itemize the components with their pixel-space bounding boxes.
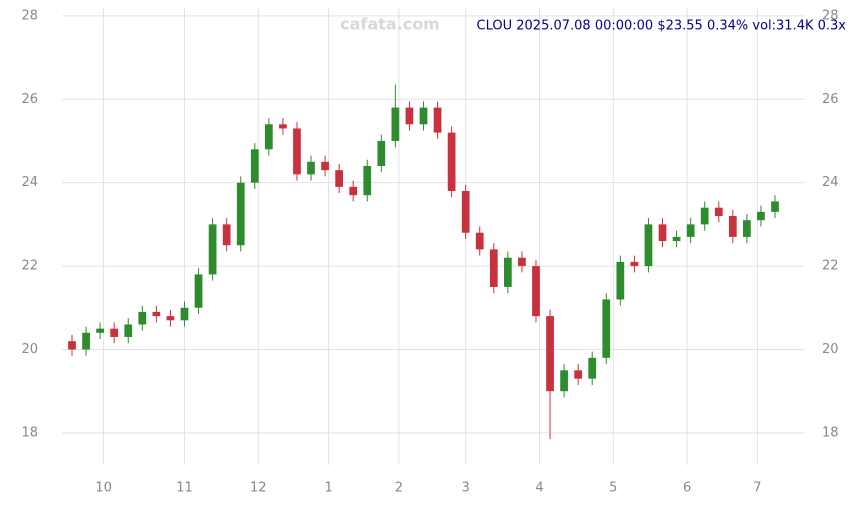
candle-body <box>658 224 667 242</box>
y-tick-label-right: 22 <box>822 259 839 274</box>
y-tick-label: 28 <box>21 8 38 23</box>
candle-body <box>138 311 147 325</box>
candle-body <box>757 211 765 221</box>
y-tick-label: 22 <box>21 259 38 274</box>
candle-body <box>250 149 259 183</box>
candle-body <box>279 124 287 129</box>
candle-body <box>222 224 231 246</box>
candle-body <box>194 274 203 308</box>
candle-body <box>644 224 653 267</box>
candle-body <box>236 182 245 246</box>
candle-body <box>560 370 568 392</box>
candle-body <box>363 165 372 196</box>
x-tick-label: 11 <box>176 481 193 496</box>
candle-body <box>728 216 737 237</box>
candle-body <box>349 186 358 196</box>
candle-body <box>616 261 625 300</box>
candle-body <box>461 191 470 233</box>
candle-body <box>377 140 386 166</box>
x-tick-label: 2 <box>395 481 403 496</box>
y-tick-label-right: 28 <box>822 8 839 23</box>
candle-body <box>96 328 104 333</box>
candle-body <box>546 316 554 392</box>
candle-body <box>82 332 90 350</box>
candle-body <box>419 107 428 125</box>
y-tick-label-right: 26 <box>822 92 839 107</box>
y-tick-label: 24 <box>21 175 38 190</box>
candle-body <box>743 220 751 237</box>
candle-body <box>574 370 583 379</box>
candle-body <box>293 128 301 175</box>
candle-body <box>532 266 540 317</box>
y-tick-label: 18 <box>21 425 38 440</box>
candle-body <box>208 224 217 275</box>
y-tick-label-right: 20 <box>822 342 839 357</box>
candle-body <box>321 161 329 171</box>
x-tick-label: 6 <box>683 481 691 496</box>
x-tick-label: 7 <box>753 481 761 496</box>
candle-body <box>630 261 639 267</box>
y-tick-label: 20 <box>21 342 38 357</box>
y-tick-label: 26 <box>21 92 38 107</box>
x-tick-label: 10 <box>95 481 112 496</box>
candle-body <box>771 201 779 212</box>
chart-title: CLOU 2025.07.08 00:00:00 $23.55 0.34% vo… <box>477 19 847 34</box>
candle-body <box>475 232 484 250</box>
candle-body <box>503 257 512 287</box>
candle-body <box>405 107 414 125</box>
candle-body <box>433 107 442 133</box>
candle-body <box>588 357 597 379</box>
candle-body <box>264 124 273 150</box>
candle-body <box>672 236 681 242</box>
candle-body <box>152 311 161 317</box>
candle-body <box>518 257 526 267</box>
x-tick-label: 12 <box>250 481 267 496</box>
y-tick-label-right: 24 <box>822 175 839 190</box>
watermark: cafata.com <box>340 15 440 34</box>
candle-body <box>686 224 695 237</box>
candle-body <box>110 328 119 337</box>
candle-body <box>166 316 175 321</box>
candle-body <box>602 299 611 358</box>
candle-body <box>391 107 400 141</box>
x-tick-label: 4 <box>535 481 543 496</box>
candle-body <box>180 307 189 321</box>
candle-body <box>447 132 456 192</box>
candle-body <box>714 207 723 217</box>
candle-body <box>307 161 315 175</box>
x-tick-label: 5 <box>609 481 617 496</box>
x-tick-label: 3 <box>462 481 470 496</box>
x-tick-label: 1 <box>324 481 332 496</box>
candle-body <box>335 170 344 187</box>
candle-body <box>700 207 709 225</box>
candle-body <box>68 341 76 350</box>
candle-body <box>489 249 498 287</box>
y-tick-label-right: 18 <box>822 425 839 440</box>
candle-body <box>124 324 133 337</box>
